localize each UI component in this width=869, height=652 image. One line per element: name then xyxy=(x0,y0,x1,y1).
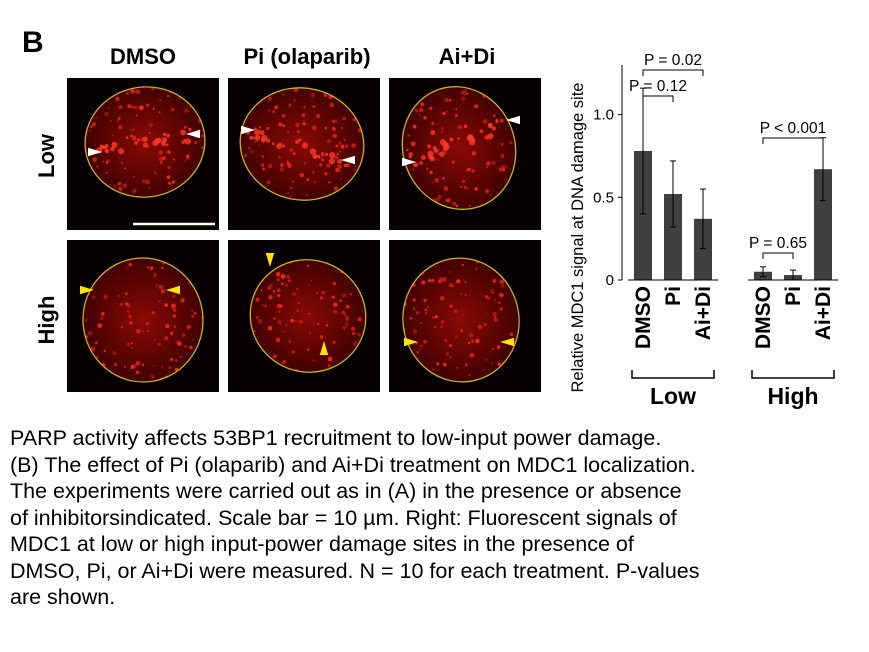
bar xyxy=(664,194,682,280)
micrograph-svg xyxy=(239,86,365,201)
group-label: Low xyxy=(650,383,696,409)
caption-line: MDC1 at low or high input-power damage s… xyxy=(10,532,634,556)
foci xyxy=(239,86,363,198)
category-label: Ai+Di xyxy=(692,286,715,340)
y-tick-label: 0.5 xyxy=(593,189,614,206)
micrograph-svg xyxy=(401,86,520,212)
figure-caption: PARP activity affects 53BP1 recruitment … xyxy=(10,425,866,611)
micrograph-low-pi xyxy=(228,78,380,230)
caption-line: DMSO, Pi, or Ai+Di were measured. N = 10… xyxy=(10,558,700,583)
bar xyxy=(634,151,652,280)
nucleus-outline xyxy=(84,86,206,198)
arrowhead-marker xyxy=(402,157,416,167)
error-bar xyxy=(670,160,676,228)
caption-line: The experiments were carried out as in (… xyxy=(10,479,682,503)
chart-svg: 0 0.5 1.0 Relative MDC1 signal at DNA damag… xyxy=(569,52,838,409)
row-title-high: High xyxy=(34,295,59,345)
p-value-label: P = 0.12 xyxy=(629,78,687,95)
group-label: High xyxy=(767,383,818,409)
nucleus xyxy=(82,258,204,382)
micrograph-high-dmso xyxy=(67,240,219,392)
nucleus xyxy=(240,87,364,201)
nucleus xyxy=(85,86,205,198)
column-title-aidi: Ai+Di xyxy=(438,44,496,69)
group-bracket xyxy=(631,370,715,379)
nucleus xyxy=(250,259,366,373)
caption-line: PARP activity affects 53BP1 recruitment … xyxy=(10,426,662,450)
mdc1-bar-chart: 0 0.5 1.0 Relative MDC1 signal at DNA damag… xyxy=(562,30,842,420)
bar xyxy=(814,169,832,280)
micrograph-low-aidi xyxy=(389,78,541,230)
caption-line: of inhibitorsindicated. Scale bar = 10 µ… xyxy=(10,505,677,530)
nucleus xyxy=(402,258,520,382)
significance-bracket xyxy=(762,137,824,144)
p-value-label: P = 0.02 xyxy=(644,52,702,69)
significance-bracket xyxy=(642,69,704,76)
category-label: DMSO xyxy=(752,286,775,349)
panel-label: B xyxy=(22,26,44,59)
y-axis-label: Relative MDC1 signal at DNA damage site xyxy=(569,83,587,393)
category-label: Pi xyxy=(662,286,685,306)
nucleus-outline xyxy=(402,257,520,383)
y-tick-label: 0 xyxy=(606,272,614,289)
bar xyxy=(694,218,712,280)
nucleus-outline xyxy=(239,87,365,201)
arrowhead-marker xyxy=(404,337,418,347)
caption-line: (B) The effect of Pi (olaparib) and Ai+D… xyxy=(10,452,696,477)
category-label: Pi xyxy=(782,286,805,306)
arrowhead-marker xyxy=(500,337,514,347)
arrowhead-marker xyxy=(166,285,180,295)
column-title-dmso: DMSO xyxy=(110,44,176,69)
error-bar xyxy=(760,266,766,278)
y-tick-label: 1.0 xyxy=(593,107,614,124)
arrowhead-marker xyxy=(186,129,200,139)
caption-line: are shown. xyxy=(10,585,116,609)
arrowhead-marker xyxy=(265,253,275,267)
p-value-label: P = 0.65 xyxy=(749,235,807,252)
arrowhead-marker xyxy=(319,341,329,355)
micrograph-high-aidi xyxy=(389,240,541,392)
row-title-low: Low xyxy=(34,134,59,178)
micrograph-svg xyxy=(249,253,367,374)
nucleus-outline xyxy=(82,257,204,383)
arrowhead-marker xyxy=(241,125,255,135)
p-value-label: P < 0.001 xyxy=(760,120,827,137)
nucleus-outline xyxy=(401,86,517,210)
error-bar xyxy=(640,87,646,215)
group-bracket xyxy=(751,370,835,379)
micrograph-svg xyxy=(84,85,215,226)
arrowhead-marker xyxy=(341,155,355,165)
micrograph-svg xyxy=(401,256,521,383)
arrowhead-marker xyxy=(506,115,520,125)
category-label: DMSO xyxy=(632,286,655,349)
micrograph-high-pi xyxy=(228,240,380,392)
nucleus xyxy=(402,86,516,210)
nucleus-outline xyxy=(249,259,367,373)
error-bar xyxy=(700,188,706,250)
micrograph-low-dmso xyxy=(67,78,219,230)
column-title-pi: Pi (olaparib) xyxy=(243,44,371,69)
significance-bracket xyxy=(762,252,794,259)
micrograph-svg xyxy=(80,256,205,383)
arrowhead-marker xyxy=(80,285,94,295)
arrowhead-marker xyxy=(88,147,102,157)
category-label: Ai+Di xyxy=(812,286,835,340)
significance-bracket xyxy=(642,95,674,102)
